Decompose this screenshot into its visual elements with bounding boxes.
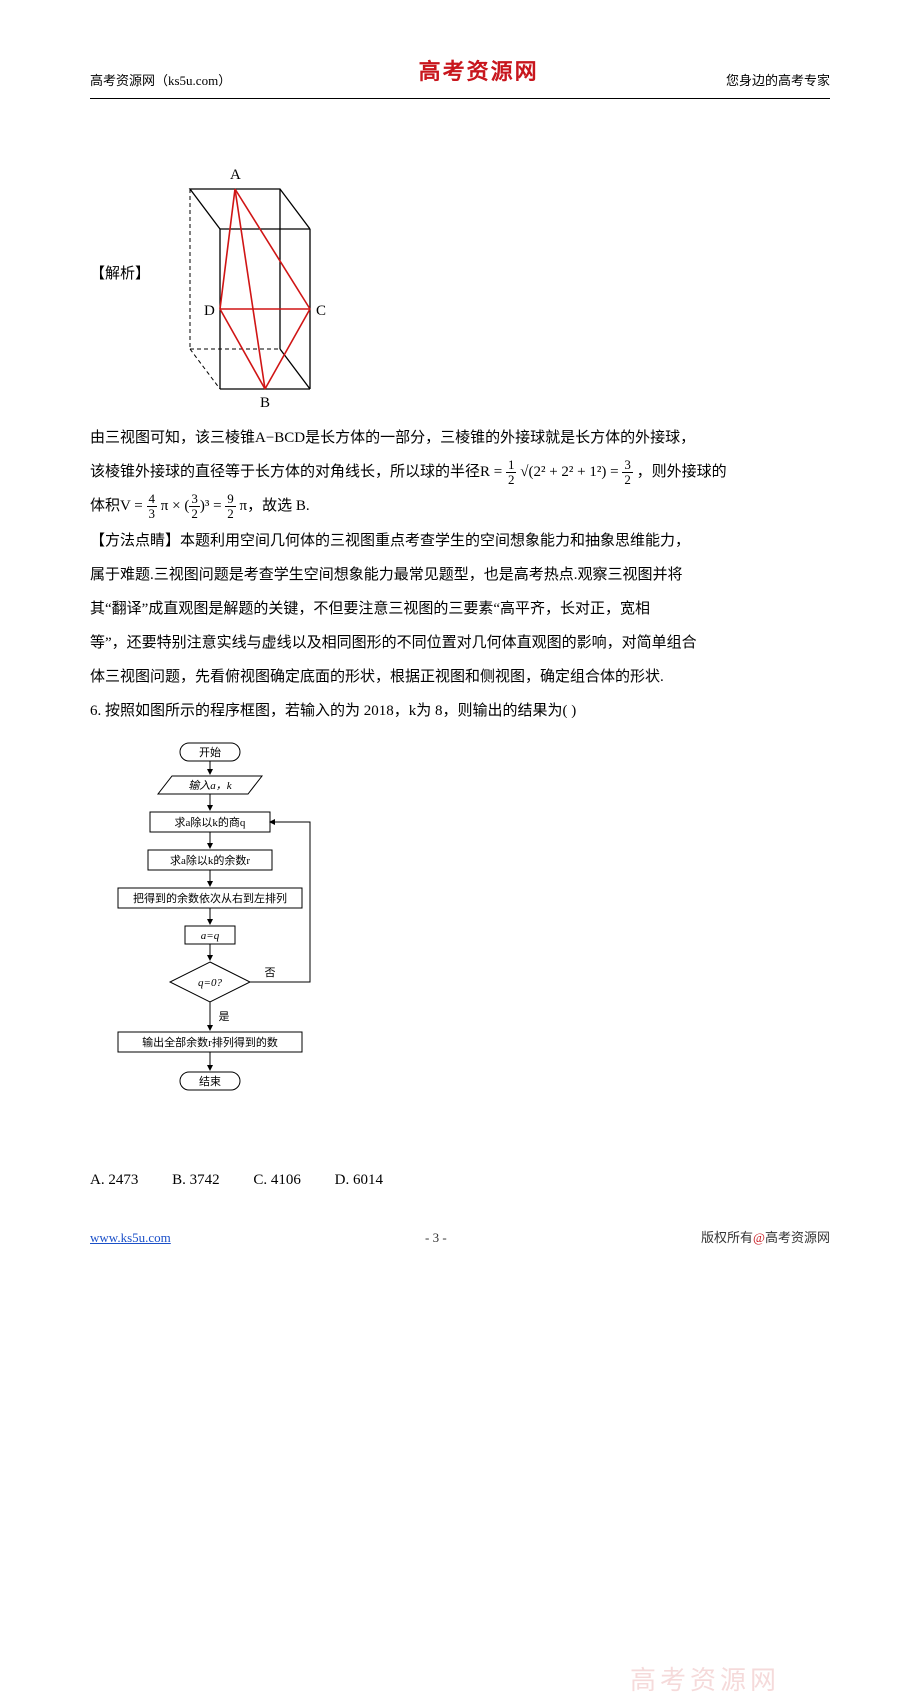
label-a: A	[230, 167, 241, 183]
fc-output: 输出全部余数r排列得到的数	[142, 1035, 278, 1049]
fc-no-label: 否	[265, 967, 276, 979]
footer-url[interactable]: www.ks5u.com	[90, 1225, 171, 1251]
flowchart-diagram: 开始 输入a，k 求a除以k的商q 求a除以k的余数r 把得到的余数依次从右到左…	[100, 738, 340, 1138]
page-header: 高考资源网（ks5u.com） 高考资源网 您身边的高考专家	[90, 50, 830, 99]
method-line1: 【方法点睛】本题利用空间几何体的三视图重点考查学生的空间想象能力和抽象思维能力，	[90, 526, 830, 556]
option-c: C. 4106	[253, 1172, 301, 1188]
option-a: A. 2473	[90, 1172, 138, 1188]
analysis-line2: 该棱锥外接球的直径等于长方体的对角线长，所以球的半径R = 12 √(2² + …	[90, 457, 830, 487]
footer-copyright: 版权所有@高考资源网	[701, 1225, 830, 1251]
fc-start: 开始	[199, 745, 221, 759]
fc-s4: a=q	[201, 930, 220, 942]
method-line2: 属于难题.三视图问题是考查学生空间想象能力最常见题型，也是高考热点.观察三视图并…	[90, 560, 830, 590]
fc-s1: 求a除以k的商q	[175, 815, 246, 829]
method-line4: 等”，还要特别注意实线与虚线以及相同图形的不同位置对几何体直观图的影响，对简单组…	[90, 628, 830, 658]
method-line5: 体三视图问题，先看俯视图确定底面的形状，根据正视图和侧视图，确定组合体的形状.	[90, 662, 830, 692]
frac-half: 12	[506, 458, 517, 488]
fc-input: 输入a，k	[188, 779, 232, 792]
fc-s2: 求a除以k的余数r	[170, 853, 250, 867]
method-line3: 其“翻译”成直观图是解题的关键，不但要注意三视图的三要素“高平齐，长对正，宽相	[90, 594, 830, 624]
fc-decision: q=0?	[198, 977, 222, 989]
analysis-line1: 由三视图可知，该三棱锥A−BCD是长方体的一部分，三棱锥的外接球就是长方体的外接…	[90, 423, 830, 453]
fc-yes-label: 是	[219, 1010, 230, 1023]
frac-four-third: 43	[147, 492, 158, 522]
label-b: B	[260, 395, 270, 411]
footer-page-number: - 3 -	[425, 1225, 447, 1251]
header-right: 您身边的高考专家	[726, 68, 830, 94]
fc-end: 结束	[199, 1075, 221, 1088]
header-center-logo: 高考资源网	[419, 50, 539, 94]
watermark: 高考资源网	[630, 1655, 780, 1707]
option-b: B. 3742	[172, 1172, 220, 1188]
fc-s3: 把得到的余数依次从右到左排列	[133, 891, 287, 905]
analysis-label: 【解析】	[90, 259, 150, 289]
question-6: 6. 按照如图所示的程序框图，若输入的为 2018，k为 8，则输出的结果为( …	[90, 696, 830, 726]
prism-diagram: A B C D	[150, 129, 350, 419]
frac-three-half: 32	[622, 458, 633, 488]
header-left: 高考资源网（ks5u.com）	[90, 68, 231, 94]
answer-options: A. 2473 B. 3742 C. 4106 D. 6014	[90, 1165, 830, 1195]
frac-nine-half: 92	[225, 492, 236, 522]
page-footer: www.ks5u.com - 3 - 版权所有@高考资源网	[90, 1225, 830, 1251]
label-d: D	[204, 303, 215, 319]
option-d: D. 6014	[335, 1172, 383, 1188]
analysis-line3: 体积V = 43 π × (32)³ = 92 π，故选 B.	[90, 491, 830, 521]
label-c: C	[316, 303, 326, 319]
